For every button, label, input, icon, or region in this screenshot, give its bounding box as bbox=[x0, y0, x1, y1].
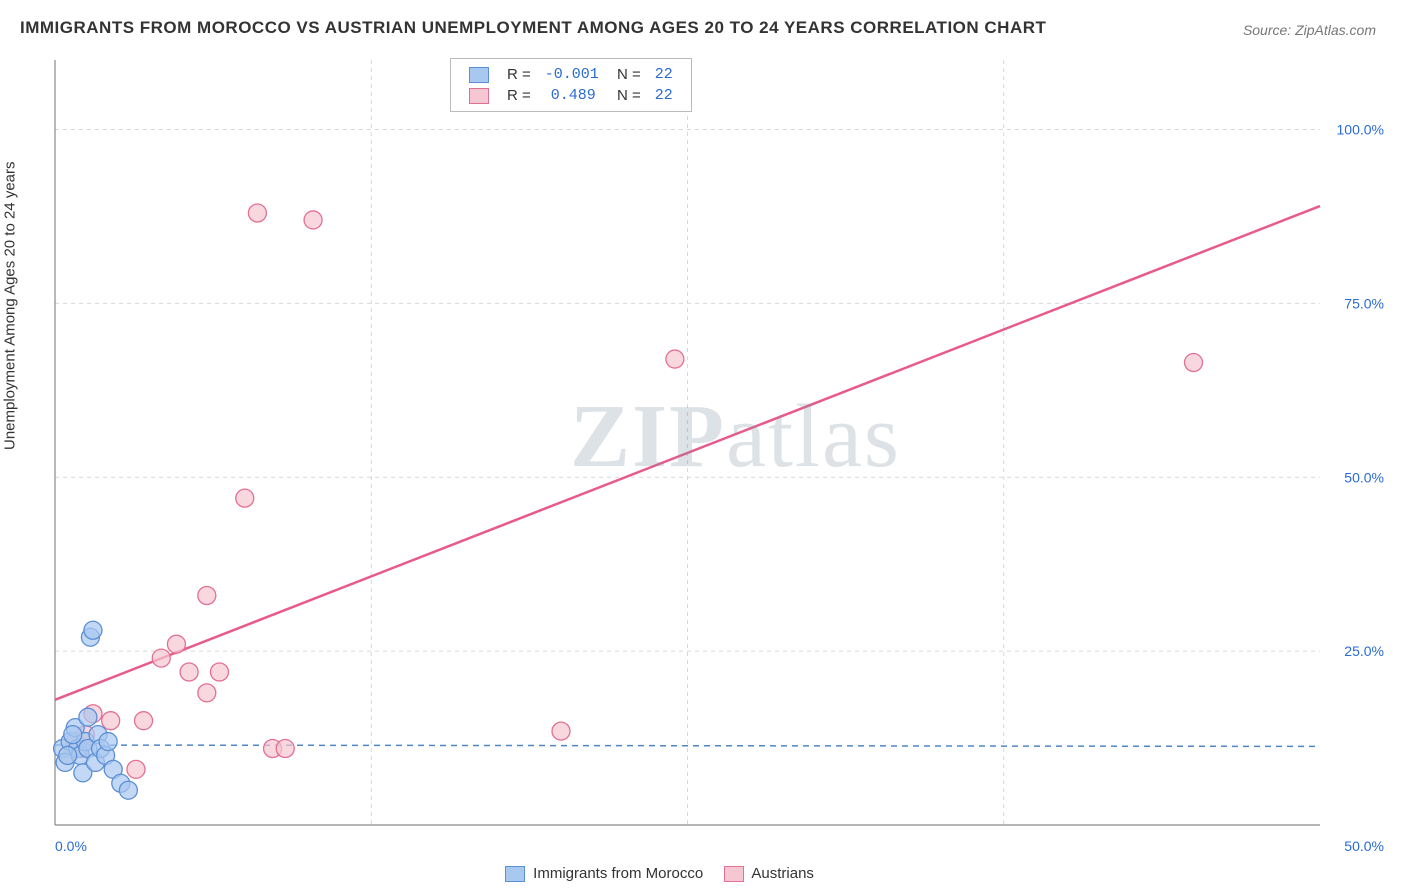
svg-text:50.0%: 50.0% bbox=[1344, 469, 1384, 485]
scatter-plot-svg: 25.0% 50.0% 75.0% 100.0% 0.0% 50.0% bbox=[50, 55, 1390, 855]
svg-text:25.0%: 25.0% bbox=[1344, 643, 1384, 659]
plot-area: 25.0%50.0%75.0%100.0%0.0%50.0% ZIPatlas bbox=[50, 55, 1390, 855]
series-label-pink: Austrians bbox=[751, 865, 814, 882]
swatch-blue-bottom bbox=[505, 866, 525, 882]
legend-row-blue: R =-0.001 N =22 bbox=[463, 65, 679, 84]
source-attribution: Source: ZipAtlas.com bbox=[1243, 22, 1376, 38]
correlation-legend: R =-0.001 N =22 R =0.489 N =22 bbox=[450, 58, 692, 112]
svg-text:0.0%: 0.0% bbox=[55, 838, 87, 854]
y-axis-label: Unemployment Among Ages 20 to 24 years bbox=[2, 161, 19, 450]
n-value-blue: 22 bbox=[649, 65, 679, 84]
svg-text:100.0%: 100.0% bbox=[1337, 122, 1384, 138]
chart-title: IMMIGRANTS FROM MOROCCO VS AUSTRIAN UNEM… bbox=[20, 18, 1046, 38]
svg-text:50.0%: 50.0% bbox=[1344, 838, 1384, 854]
series-legend: Immigrants from Morocco Austrians bbox=[505, 865, 814, 882]
r-value-pink: 0.489 bbox=[539, 86, 605, 105]
series-label-blue: Immigrants from Morocco bbox=[533, 865, 703, 882]
svg-text:75.0%: 75.0% bbox=[1344, 295, 1384, 311]
r-value-blue: -0.001 bbox=[539, 65, 605, 84]
legend-row-pink: R =0.489 N =22 bbox=[463, 86, 679, 105]
swatch-pink-bottom bbox=[724, 866, 744, 882]
n-value-pink: 22 bbox=[649, 86, 679, 105]
swatch-blue bbox=[469, 67, 489, 83]
swatch-pink bbox=[469, 88, 489, 104]
